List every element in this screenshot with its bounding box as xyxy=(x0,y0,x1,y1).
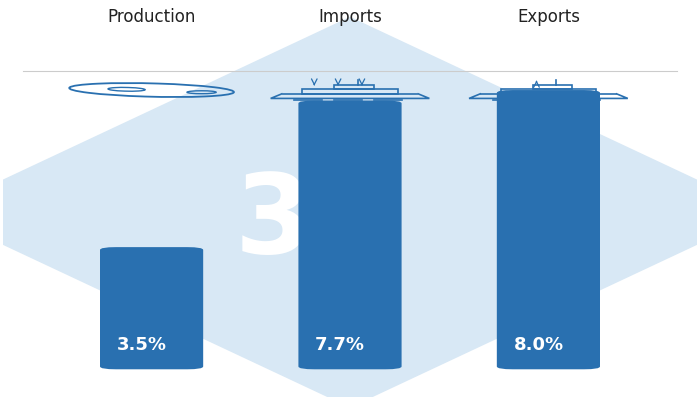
Polygon shape xyxy=(0,17,700,400)
Bar xyxy=(533,85,572,89)
Bar xyxy=(334,85,374,89)
Text: 3.: 3. xyxy=(234,169,354,276)
Text: 7.7%: 7.7% xyxy=(315,336,365,354)
FancyBboxPatch shape xyxy=(100,247,203,369)
Text: Production: Production xyxy=(107,8,196,26)
Text: 8.0%: 8.0% xyxy=(513,336,564,354)
FancyBboxPatch shape xyxy=(497,90,600,369)
Text: 3.5%: 3.5% xyxy=(117,336,167,354)
Bar xyxy=(302,89,398,94)
Bar xyxy=(500,89,596,94)
Text: Exports: Exports xyxy=(517,8,580,26)
FancyBboxPatch shape xyxy=(298,100,402,369)
Text: Imports: Imports xyxy=(318,8,382,26)
